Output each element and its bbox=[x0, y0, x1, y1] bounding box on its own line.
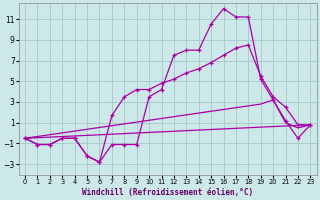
X-axis label: Windchill (Refroidissement éolien,°C): Windchill (Refroidissement éolien,°C) bbox=[82, 188, 253, 197]
